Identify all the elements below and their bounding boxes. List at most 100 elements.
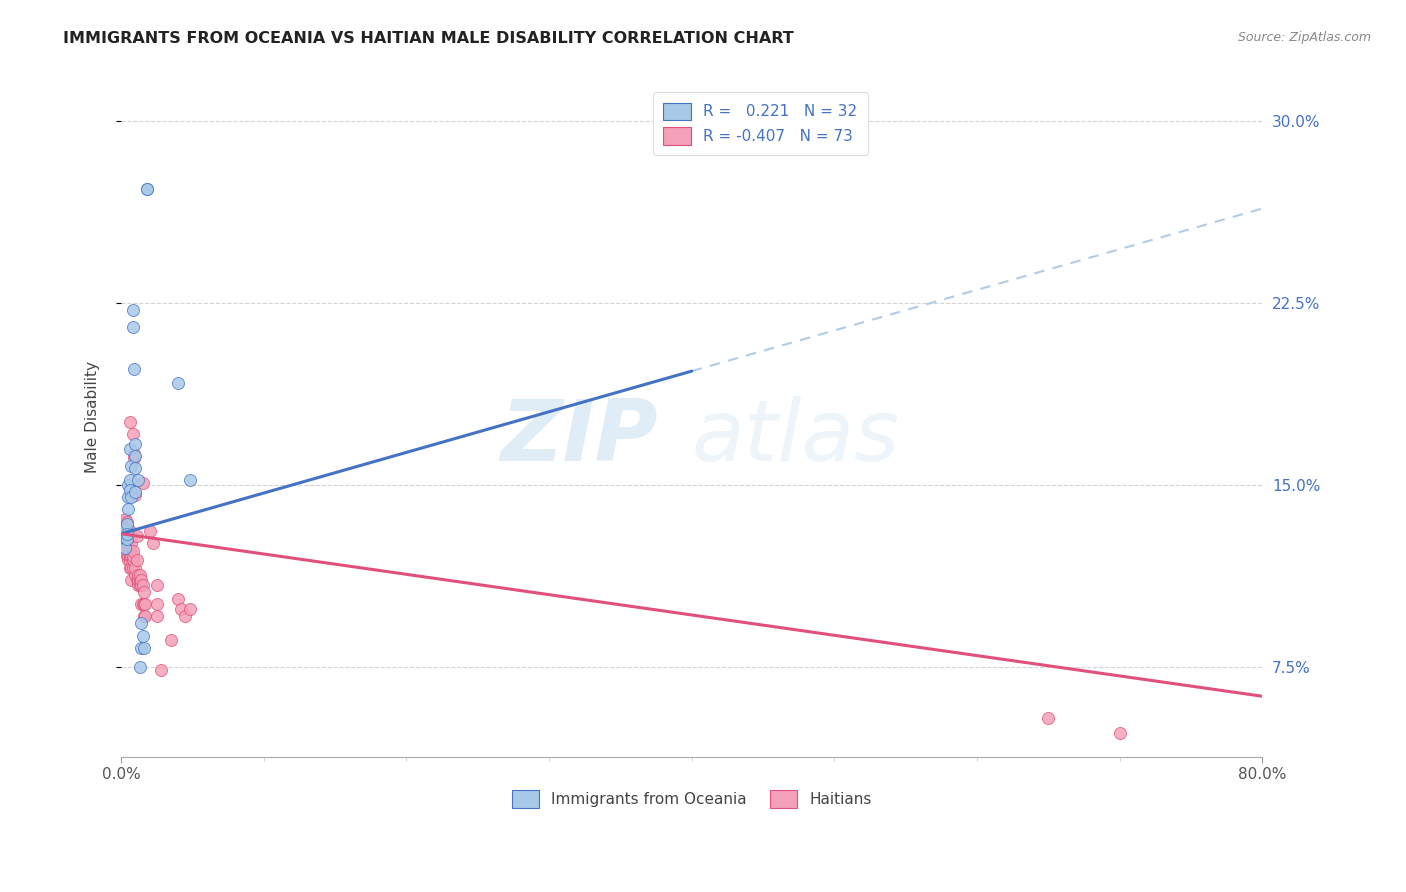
Point <box>112 524 135 539</box>
Point <box>124 449 146 463</box>
Point <box>117 533 139 548</box>
Point <box>134 609 156 624</box>
Point <box>118 549 141 563</box>
Point <box>117 553 139 567</box>
Point <box>124 488 146 502</box>
Point <box>112 529 135 543</box>
Point <box>118 553 141 567</box>
Point <box>129 577 152 591</box>
Point <box>170 602 193 616</box>
Point <box>115 519 138 533</box>
Point <box>111 515 134 529</box>
Point <box>117 524 139 539</box>
Point <box>122 447 145 461</box>
Point <box>124 560 146 574</box>
Point <box>114 522 136 536</box>
Point <box>167 376 190 391</box>
Point <box>115 526 138 541</box>
Point <box>122 361 145 376</box>
Legend: Immigrants from Oceania, Haitians: Immigrants from Oceania, Haitians <box>506 784 879 814</box>
Point <box>124 461 146 475</box>
Point <box>114 541 136 556</box>
Point <box>117 502 139 516</box>
Point <box>132 597 155 611</box>
Text: ZIP: ZIP <box>501 396 658 479</box>
Point <box>129 573 152 587</box>
Point <box>114 512 136 526</box>
Point <box>127 577 149 591</box>
Point <box>117 529 139 543</box>
Point <box>160 633 183 648</box>
Point <box>146 577 169 591</box>
Point <box>115 524 138 539</box>
Point <box>118 483 141 497</box>
Point <box>134 597 156 611</box>
Point <box>179 473 201 487</box>
Point <box>120 560 142 574</box>
Point <box>1108 725 1130 739</box>
Point <box>117 541 139 556</box>
Point <box>121 427 143 442</box>
Point <box>117 478 139 492</box>
Point <box>125 529 148 543</box>
Point <box>128 568 150 582</box>
Point <box>141 536 163 550</box>
Point <box>131 577 153 591</box>
Point <box>118 442 141 456</box>
Point <box>122 451 145 466</box>
Point <box>121 560 143 574</box>
Point <box>146 609 169 624</box>
Point <box>127 568 149 582</box>
Text: atlas: atlas <box>692 396 900 479</box>
Point <box>120 549 142 563</box>
Point <box>128 577 150 591</box>
Point <box>128 573 150 587</box>
Point <box>125 553 148 567</box>
Point <box>120 536 142 550</box>
Point <box>150 663 173 677</box>
Point <box>115 536 138 550</box>
Point <box>114 529 136 543</box>
Point <box>174 609 197 624</box>
Point <box>1038 711 1060 725</box>
Point <box>117 549 139 563</box>
Point <box>115 549 138 563</box>
Y-axis label: Male Disability: Male Disability <box>86 361 100 473</box>
Point <box>121 549 143 563</box>
Point <box>179 602 201 616</box>
Point <box>118 560 141 574</box>
Point <box>129 597 152 611</box>
Point <box>121 303 143 318</box>
Point <box>125 573 148 587</box>
Point <box>121 553 143 567</box>
Point <box>114 533 136 548</box>
Point <box>114 543 136 558</box>
Point <box>131 475 153 490</box>
Point <box>121 320 143 334</box>
Point <box>132 609 155 624</box>
Point <box>118 524 141 539</box>
Point <box>132 585 155 599</box>
Text: IMMIGRANTS FROM OCEANIA VS HAITIAN MALE DISABILITY CORRELATION CHART: IMMIGRANTS FROM OCEANIA VS HAITIAN MALE … <box>63 31 794 46</box>
Point <box>129 640 152 655</box>
Point <box>112 533 135 548</box>
Point <box>132 640 155 655</box>
Point <box>115 515 138 529</box>
Point <box>128 660 150 674</box>
Point <box>124 437 146 451</box>
Point <box>167 592 190 607</box>
Point <box>127 473 149 487</box>
Point <box>120 458 142 473</box>
Point <box>117 490 139 504</box>
Point <box>118 473 141 487</box>
Point <box>115 516 138 531</box>
Point <box>112 522 135 536</box>
Point <box>120 573 142 587</box>
Point <box>121 543 143 558</box>
Point <box>124 485 146 500</box>
Text: Source: ZipAtlas.com: Source: ZipAtlas.com <box>1237 31 1371 45</box>
Point <box>138 524 160 539</box>
Point <box>146 597 169 611</box>
Point <box>118 415 141 429</box>
Point <box>124 568 146 582</box>
